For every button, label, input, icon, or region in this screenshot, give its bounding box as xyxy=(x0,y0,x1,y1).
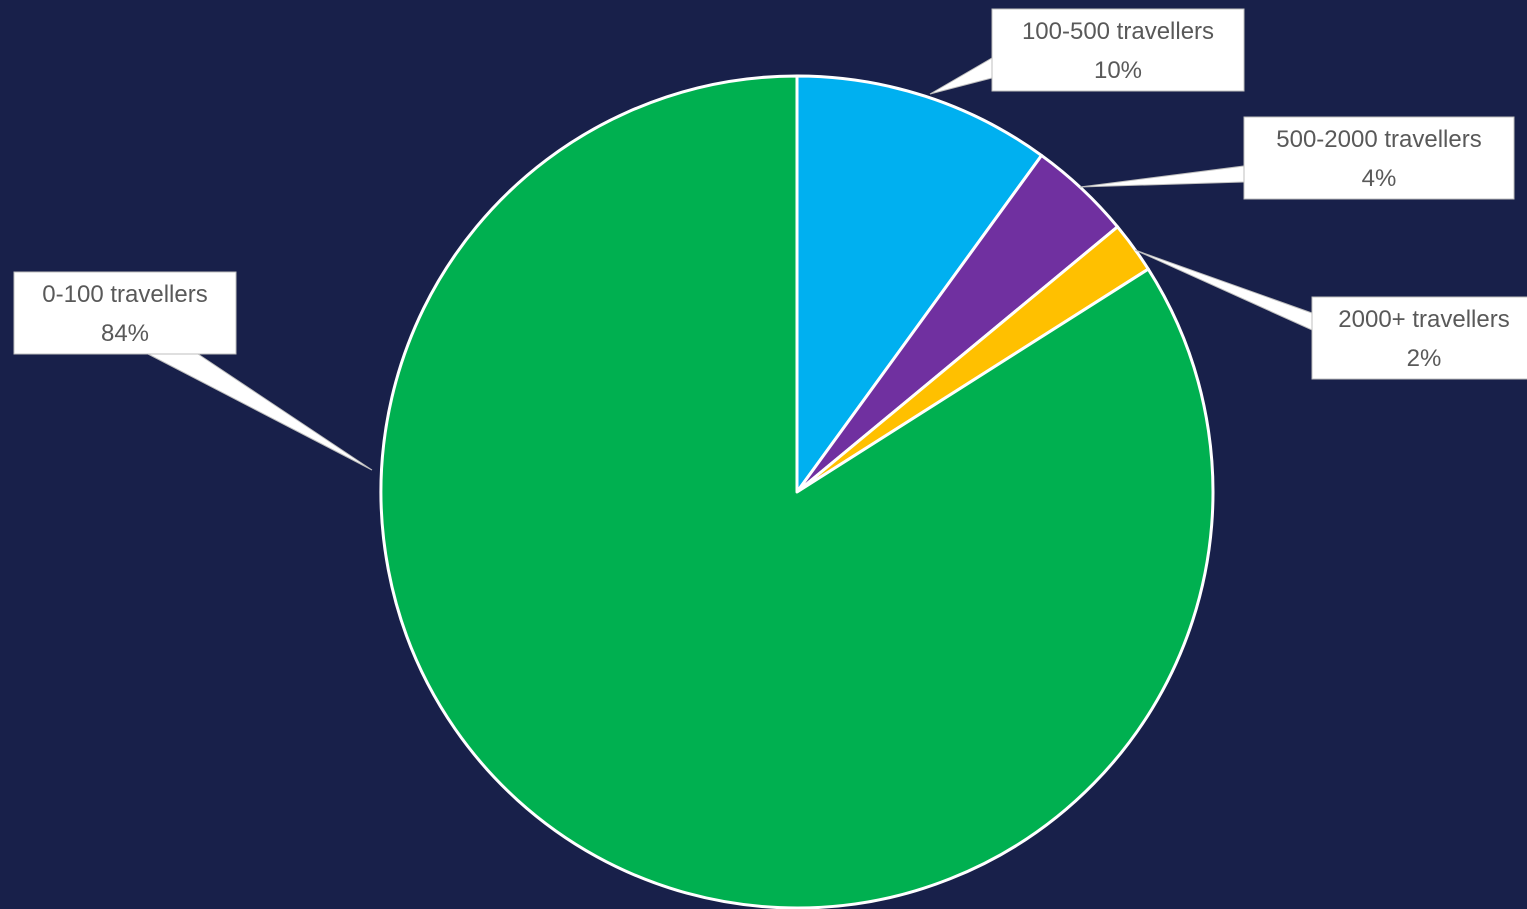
leader-500-2000 xyxy=(1079,165,1245,188)
callout-0-100: 0-100 travellers 84% xyxy=(13,271,373,471)
slice-label-name: 100-500 travellers xyxy=(1022,18,1214,45)
leader-0-100 xyxy=(147,353,373,471)
callout-2000-plus: 2000+ travellers 2% xyxy=(1134,249,1527,380)
pie-slice-100-500-travellers xyxy=(795,74,1044,494)
leader-100-500 xyxy=(929,57,993,95)
pie-slices xyxy=(379,74,1215,909)
pie-slice-0-100-travellers xyxy=(379,74,1215,909)
slice-label-percent: 10% xyxy=(1094,57,1142,84)
label-box-2000-plus xyxy=(1311,296,1527,380)
label-box-100-500 xyxy=(991,8,1245,92)
slice-label-percent: 2% xyxy=(1407,345,1442,372)
callout-100-500: 100-500 travellers 10% xyxy=(929,8,1245,95)
slice-label-name: 500-2000 travellers xyxy=(1276,126,1481,153)
slice-label-percent: 4% xyxy=(1362,165,1397,192)
slice-label-name: 0-100 travellers xyxy=(42,281,207,308)
label-box-500-2000 xyxy=(1243,116,1515,200)
slice-label-percent: 84% xyxy=(101,320,149,347)
label-box-0-100 xyxy=(13,271,237,355)
data-labels: 100-500 travellers 10% 500-2000 travelle… xyxy=(13,8,1527,471)
callout-500-2000: 500-2000 travellers 4% xyxy=(1079,116,1515,200)
slice-label-name: 2000+ travellers xyxy=(1338,306,1509,333)
